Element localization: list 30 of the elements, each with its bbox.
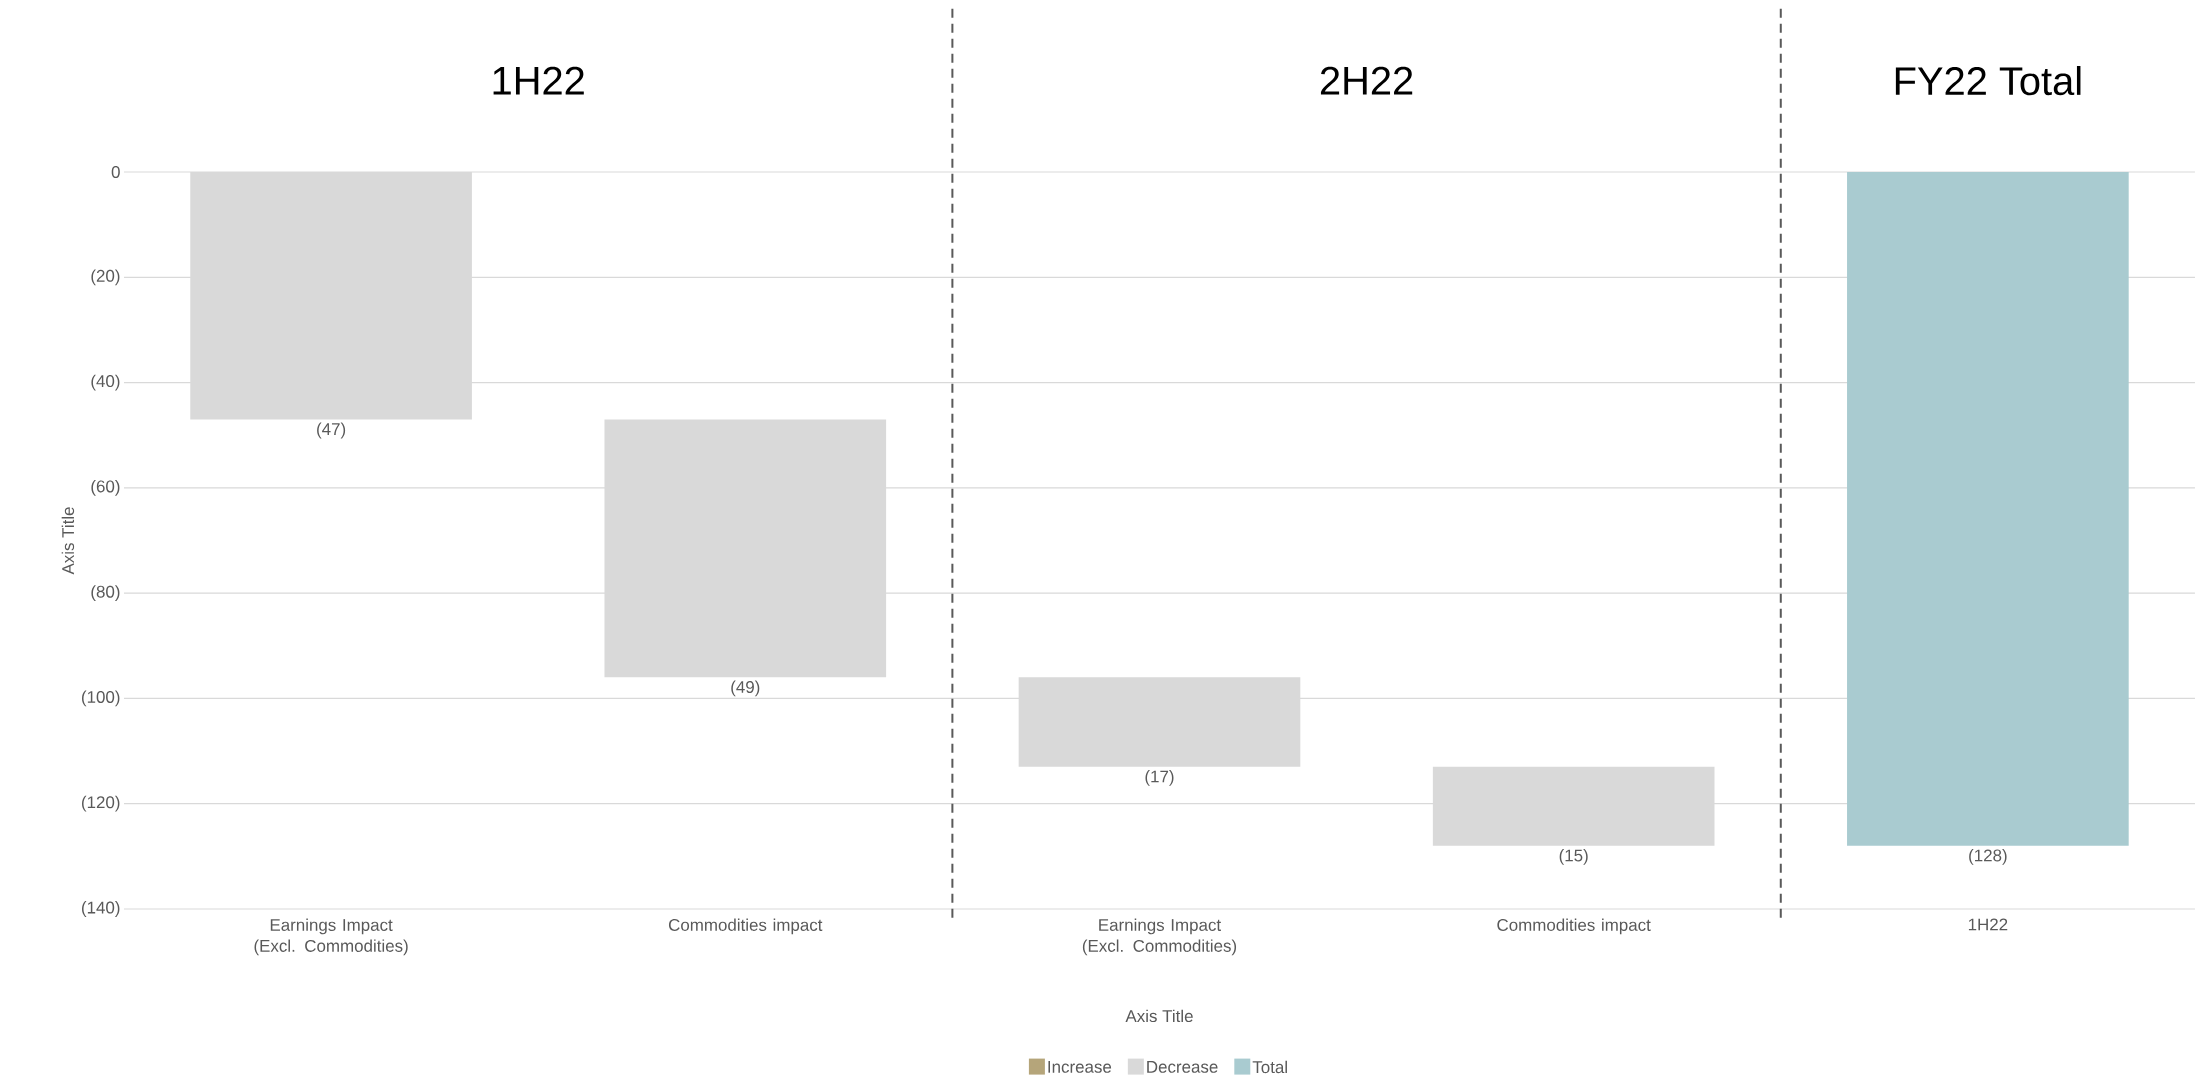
bar (1432, 766, 1715, 846)
x-tick-label: Commodities impact (668, 918, 823, 935)
text: 1H22 (493, 66, 584, 95)
bar (1018, 677, 1301, 767)
y-tick-label: (100) (81, 690, 120, 707)
x-tick-label: Earnings Impact (Excl. Commodities) (1082, 918, 1237, 956)
y-tick-label: (80) (91, 585, 120, 602)
x-tick-label: Commodities impact (1497, 918, 1651, 935)
data-label: (17) (1145, 770, 1174, 786)
y-tick-label: (60) (91, 479, 120, 496)
data-label: (128) (1969, 849, 2007, 865)
y-tick-label: (140) (81, 901, 120, 917)
y-axis-title: Axis Title (61, 507, 75, 575)
x-tick-label: 1H22 (1968, 918, 2008, 931)
x-axis-title: Axis Title (1125, 1009, 1193, 1023)
x-tick-label: Earnings Impact (Excl. Commodities) (254, 918, 408, 956)
text: 2H22 (1320, 66, 1413, 95)
y-tick-label: (20) (91, 269, 120, 286)
legend-label: Increase (1048, 1061, 1112, 1073)
bar (604, 419, 887, 678)
data-label: (15) (1559, 849, 1588, 865)
y-tick-label: (120) (81, 795, 120, 812)
data-label: (47) (317, 422, 346, 439)
data-label: (49) (731, 680, 760, 697)
bar (1847, 171, 2129, 846)
y-tick-label: (40) (91, 374, 120, 391)
legend-label: Decrease (1147, 1061, 1218, 1073)
legend-label: Total (1252, 1060, 1287, 1074)
y-tick-label: 0 (111, 165, 120, 178)
text: FY22 Total (1895, 65, 2081, 96)
